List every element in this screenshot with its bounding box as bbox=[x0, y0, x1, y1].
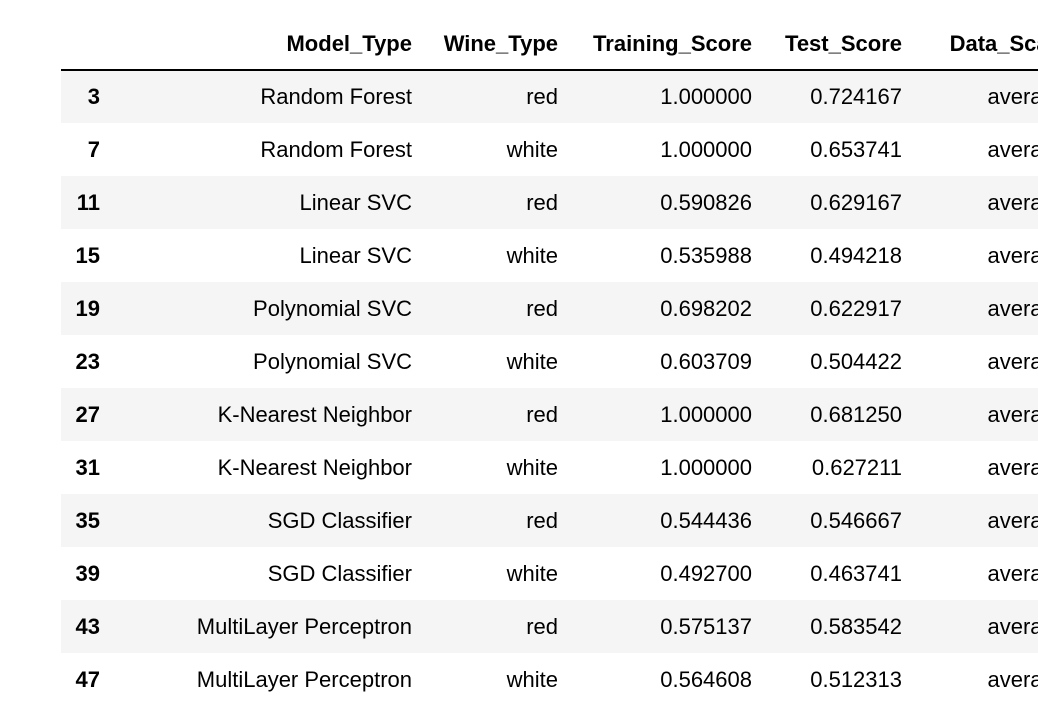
cell-model-type: Random Forest bbox=[260, 84, 412, 109]
cell-test-score: 0.512313 bbox=[810, 666, 902, 692]
cell-training-score: 0.698202 bbox=[660, 295, 752, 321]
table-row: 7 Random Forest white 1.000000 0.653741 … bbox=[61, 123, 1038, 176]
cell-training-score: 1.000000 bbox=[660, 454, 752, 480]
header-model-type: Model_Type bbox=[112, 18, 424, 71]
header-wine-type: Wine_Type bbox=[424, 18, 570, 71]
cell-model-type: Linear SVC bbox=[299, 189, 412, 215]
cell-data-scale: average bbox=[987, 242, 1038, 268]
cell-model-type: Random Forest bbox=[260, 136, 412, 162]
cell-training-score: 1.000000 bbox=[660, 84, 752, 109]
cell-data-scale: average bbox=[987, 136, 1038, 162]
cell-wine-type: white bbox=[506, 454, 558, 480]
cell-training-score: 0.575137 bbox=[660, 613, 752, 639]
cell-model-type: K-Nearest Neighbor bbox=[217, 454, 412, 480]
cell-test-score: 0.622917 bbox=[810, 295, 902, 321]
cell-data-scale: average bbox=[987, 454, 1038, 480]
table-header: Model_Type Wine_Type Training_Score Test… bbox=[61, 18, 1038, 71]
cell-wine-type: white bbox=[506, 666, 558, 692]
cell-wine-type: red bbox=[526, 507, 558, 533]
table-row: 27 K-Nearest Neighbor red 1.000000 0.681… bbox=[61, 388, 1038, 441]
row-index: 35 bbox=[75, 507, 100, 533]
table-row: 11 Linear SVC red 0.590826 0.629167 aver… bbox=[61, 176, 1038, 229]
row-index: 27 bbox=[75, 401, 100, 427]
table-row: 43 MultiLayer Perceptron red 0.575137 0.… bbox=[61, 600, 1038, 653]
cell-data-scale: average bbox=[987, 84, 1038, 109]
cell-test-score: 0.724167 bbox=[810, 84, 902, 109]
row-index: 31 bbox=[75, 454, 100, 480]
table-body: 3 Random Forest red 1.000000 0.724167 av… bbox=[61, 70, 1038, 706]
cell-wine-type: white bbox=[506, 242, 558, 268]
cell-training-score: 0.590826 bbox=[660, 189, 752, 215]
header-training-score: Training_Score bbox=[570, 18, 764, 71]
row-index: 7 bbox=[87, 136, 100, 162]
cell-model-type: Linear SVC bbox=[299, 242, 412, 268]
cell-training-score: 0.544436 bbox=[660, 507, 752, 533]
cell-wine-type: red bbox=[526, 613, 558, 639]
cell-data-scale: average bbox=[987, 295, 1038, 321]
cell-test-score: 0.627211 bbox=[811, 454, 902, 480]
row-index: 43 bbox=[75, 613, 100, 639]
cell-model-type: SGD Classifier bbox=[267, 507, 412, 533]
cell-model-type: Polynomial SVC bbox=[253, 295, 412, 321]
cell-data-scale: average bbox=[987, 189, 1038, 215]
cell-test-score: 0.583542 bbox=[810, 613, 902, 639]
row-index: 39 bbox=[75, 560, 100, 586]
header-row: Model_Type Wine_Type Training_Score Test… bbox=[61, 18, 1038, 71]
cell-model-type: MultiLayer Perceptron bbox=[196, 613, 412, 639]
row-index: 3 bbox=[87, 84, 100, 109]
row-index: 23 bbox=[75, 348, 100, 374]
cell-data-scale: average bbox=[987, 613, 1038, 639]
cell-data-scale: average bbox=[987, 666, 1038, 692]
cell-test-score: 0.504422 bbox=[810, 348, 902, 374]
table-row: 3 Random Forest red 1.000000 0.724167 av… bbox=[61, 70, 1038, 123]
cell-wine-type: red bbox=[526, 84, 558, 109]
cell-data-scale: average bbox=[987, 507, 1038, 533]
cell-data-scale: average bbox=[987, 560, 1038, 586]
cell-training-score: 0.492700 bbox=[660, 560, 752, 586]
cell-test-score: 0.629167 bbox=[810, 189, 902, 215]
table-row: 15 Linear SVC white 0.535988 0.494218 av… bbox=[61, 229, 1038, 282]
cell-model-type: K-Nearest Neighbor bbox=[217, 401, 412, 427]
cell-data-scale: average bbox=[987, 401, 1038, 427]
results-table: Model_Type Wine_Type Training_Score Test… bbox=[61, 18, 1038, 706]
cell-model-type: MultiLayer Perceptron bbox=[196, 666, 412, 692]
cell-data-scale: average bbox=[987, 348, 1038, 374]
cell-training-score: 0.603709 bbox=[660, 348, 752, 374]
cell-training-score: 1.000000 bbox=[660, 136, 752, 162]
table-row: 35 SGD Classifier red 0.544436 0.546667 … bbox=[61, 494, 1038, 547]
cell-wine-type: red bbox=[526, 189, 558, 215]
row-index: 11 bbox=[76, 189, 100, 215]
table-row: 19 Polynomial SVC red 0.698202 0.622917 … bbox=[61, 282, 1038, 335]
row-index: 15 bbox=[75, 242, 100, 268]
row-index: 47 bbox=[75, 666, 100, 692]
cell-training-score: 0.535988 bbox=[660, 242, 752, 268]
table-row: 47 MultiLayer Perceptron white 0.564608 … bbox=[61, 653, 1038, 706]
cell-test-score: 0.653741 bbox=[810, 136, 902, 162]
cell-test-score: 0.681250 bbox=[810, 401, 902, 427]
cell-wine-type: white bbox=[506, 348, 558, 374]
row-index: 19 bbox=[75, 295, 100, 321]
table-row: 31 K-Nearest Neighbor white 1.000000 0.6… bbox=[61, 441, 1038, 494]
cell-wine-type: red bbox=[526, 295, 558, 321]
cell-wine-type: white bbox=[506, 560, 558, 586]
cell-wine-type: white bbox=[506, 136, 558, 162]
header-index bbox=[61, 18, 112, 71]
table-row: 23 Polynomial SVC white 0.603709 0.50442… bbox=[61, 335, 1038, 388]
header-data-scale: Data_Scale bbox=[914, 18, 1038, 71]
cell-test-score: 0.494218 bbox=[810, 242, 902, 268]
table-row: 39 SGD Classifier white 0.492700 0.46374… bbox=[61, 547, 1038, 600]
cell-training-score: 0.564608 bbox=[660, 666, 752, 692]
cell-model-type: Polynomial SVC bbox=[253, 348, 412, 374]
cell-test-score: 0.546667 bbox=[810, 507, 902, 533]
dataframe-output: Model_Type Wine_Type Training_Score Test… bbox=[61, 18, 1038, 706]
cell-wine-type: red bbox=[526, 401, 558, 427]
header-test-score: Test_Score bbox=[764, 18, 914, 71]
cell-test-score: 0.463741 bbox=[810, 560, 902, 586]
cell-training-score: 1.000000 bbox=[660, 401, 752, 427]
cell-model-type: SGD Classifier bbox=[267, 560, 412, 586]
